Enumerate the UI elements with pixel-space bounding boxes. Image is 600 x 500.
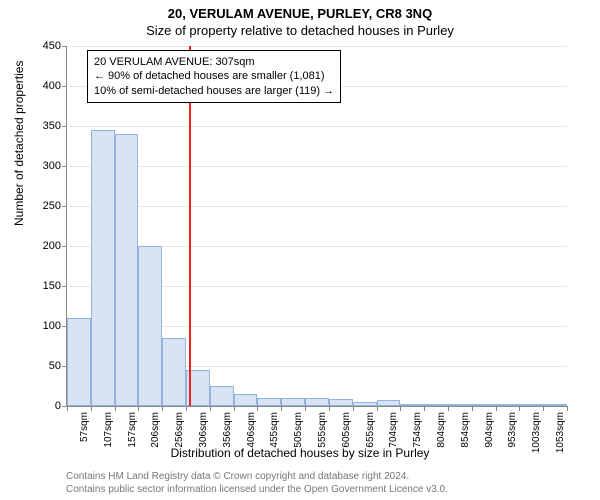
y-tick: [62, 286, 67, 287]
x-tick: [115, 406, 116, 411]
x-tick: [305, 406, 306, 411]
x-tick: [424, 406, 425, 411]
footer-attribution: Contains HM Land Registry data © Crown c…: [66, 470, 448, 496]
chart-title-sub: Size of property relative to detached ho…: [0, 21, 600, 38]
y-tick: [62, 86, 67, 87]
x-tick: [91, 406, 92, 411]
histogram-bar: [234, 394, 258, 406]
annotation-line2: ← 90% of detached houses are smaller (1,…: [94, 69, 334, 83]
histogram-bar: [424, 404, 448, 406]
x-tick: [400, 406, 401, 411]
y-tick-label: 200: [31, 240, 61, 252]
x-tick: [448, 406, 449, 411]
x-tick: [543, 406, 544, 411]
x-tick: [257, 406, 258, 411]
x-tick: [377, 406, 378, 411]
x-tick: [138, 406, 139, 411]
y-tick-label: 250: [31, 200, 61, 212]
x-tick: [353, 406, 354, 411]
y-tick: [62, 126, 67, 127]
y-tick: [62, 246, 67, 247]
histogram-bar: [67, 318, 91, 406]
x-tick: [281, 406, 282, 411]
histogram-bar: [257, 398, 281, 406]
y-tick: [62, 46, 67, 47]
x-tick: [186, 406, 187, 411]
chart-plot-area: 05010015020025030035040045057sqm107sqm15…: [66, 46, 567, 407]
histogram-bar: [448, 404, 472, 406]
grid-line: [67, 46, 567, 47]
annotation-box: 20 VERULAM AVENUE: 307sqm ← 90% of detac…: [87, 50, 341, 103]
histogram-bar: [329, 399, 353, 406]
y-tick: [62, 166, 67, 167]
y-axis-label: Number of detached properties: [12, 61, 26, 226]
histogram-bar: [138, 246, 162, 406]
x-tick: [329, 406, 330, 411]
chart-title-main: 20, VERULAM AVENUE, PURLEY, CR8 3NQ: [0, 0, 600, 21]
y-tick: [62, 206, 67, 207]
y-tick-label: 150: [31, 280, 61, 292]
x-tick: [496, 406, 497, 411]
histogram-bar: [210, 386, 234, 406]
x-tick: [234, 406, 235, 411]
x-axis-label: Distribution of detached houses by size …: [0, 446, 600, 460]
histogram-bar: [281, 398, 305, 406]
x-tick: [472, 406, 473, 411]
histogram-bar: [305, 398, 329, 406]
histogram-bar: [543, 404, 567, 406]
y-tick-label: 350: [31, 120, 61, 132]
x-tick: [567, 406, 568, 411]
x-tick: [162, 406, 163, 411]
grid-line: [67, 206, 567, 207]
y-tick-label: 300: [31, 160, 61, 172]
footer-line2: Contains public sector information licen…: [66, 483, 448, 496]
annotation-line1: 20 VERULAM AVENUE: 307sqm: [94, 55, 334, 69]
y-tick-label: 450: [31, 40, 61, 52]
y-tick-label: 0: [31, 400, 61, 412]
grid-line: [67, 166, 567, 167]
histogram-bar: [496, 404, 520, 406]
histogram-bar: [519, 404, 543, 406]
y-tick-label: 400: [31, 80, 61, 92]
histogram-bar: [115, 134, 139, 406]
histogram-bar: [353, 402, 377, 406]
y-tick-label: 100: [31, 320, 61, 332]
footer-line1: Contains HM Land Registry data © Crown c…: [66, 470, 448, 483]
histogram-bar: [91, 130, 115, 406]
grid-line: [67, 126, 567, 127]
y-tick-label: 50: [31, 360, 61, 372]
histogram-bar: [162, 338, 186, 406]
x-tick: [519, 406, 520, 411]
histogram-bar: [472, 404, 496, 406]
histogram-bar: [400, 404, 424, 406]
annotation-line3: 10% of semi-detached houses are larger (…: [94, 84, 334, 98]
x-tick: [210, 406, 211, 411]
histogram-bar: [377, 400, 401, 406]
x-tick: [67, 406, 68, 411]
